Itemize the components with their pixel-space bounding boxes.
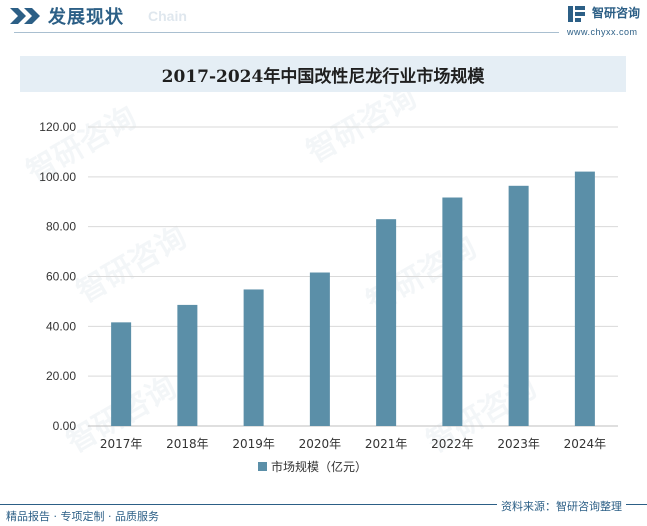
y-tick-label: 100.00 — [39, 170, 76, 184]
brand-name: 智研咨询 — [592, 6, 641, 20]
x-tick-label: 2023年 — [497, 437, 540, 451]
brand-url[interactable]: www.chyxx.com — [567, 27, 638, 37]
bars — [111, 171, 595, 426]
source-note: 资料来源：智研咨询整理 — [497, 498, 626, 514]
brand-logo-icon — [568, 6, 585, 22]
grid-layer — [88, 126, 618, 427]
y-tick-label: 60.00 — [46, 270, 76, 284]
x-tick-label: 2024年 — [564, 437, 607, 451]
y-tick-label: 20.00 — [46, 369, 76, 383]
x-axis-labels: 2017年 2018年 2019年 2020年 2021年 2022年 2023年 2024年 — [100, 437, 606, 451]
chevrons-icon — [10, 8, 40, 24]
bar — [309, 272, 330, 426]
legend: 市场规模（亿元） — [258, 458, 367, 475]
y-tick-label: 40.00 — [46, 319, 76, 333]
footer-tagline: 精品报告 · 专项定制 · 品质服务 — [6, 510, 159, 523]
y-tick-label: 120.00 — [39, 120, 76, 134]
chart-title: 2017-2024年中国改性尼龙行业市场规模 — [161, 66, 485, 87]
x-tick-label: 2020年 — [299, 437, 342, 451]
y-tick-label: 0.00 — [53, 419, 77, 433]
y-axis-ticks: 0.00 20.00 40.00 60.00 80.00 100.00 120.00 — [39, 120, 76, 433]
bar — [574, 171, 595, 426]
chart-title-bar: 2017-2024年中国改性尼龙行业市场规模 — [20, 56, 626, 92]
bar — [376, 219, 397, 426]
header-divider — [14, 32, 559, 33]
x-tick-label: 2018年 — [166, 437, 209, 451]
x-tick-label: 2021年 — [365, 437, 408, 451]
footer-divider — [0, 504, 647, 505]
bar — [177, 304, 198, 426]
legend-swatch — [258, 462, 267, 471]
x-tick-label: 2017年 — [100, 437, 143, 451]
bar — [111, 322, 132, 426]
bar — [442, 197, 463, 426]
section-title: 发展现状 — [48, 7, 124, 28]
header: 发展现状 Chain 智研咨询 www.chyxx.com — [0, 0, 647, 37]
bar — [243, 289, 264, 426]
bar — [508, 185, 529, 426]
y-tick-label: 80.00 — [46, 220, 76, 234]
x-tick-label: 2019年 — [232, 437, 275, 451]
section-subtitle: Chain — [148, 8, 187, 24]
x-tick-label: 2022年 — [431, 437, 474, 451]
legend-label: 市场规模（亿元） — [271, 460, 368, 474]
